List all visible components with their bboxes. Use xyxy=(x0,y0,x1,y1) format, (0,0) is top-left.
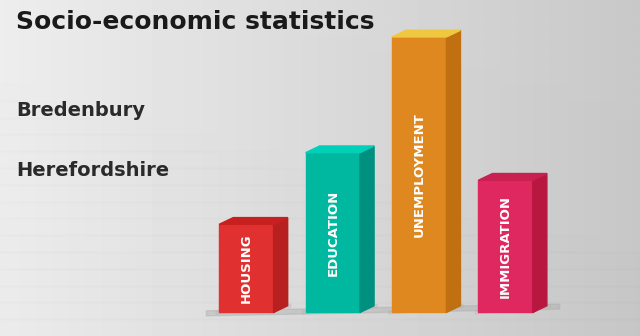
Polygon shape xyxy=(392,37,447,312)
Bar xyxy=(0,34,640,50)
Polygon shape xyxy=(219,218,288,224)
Text: IMMIGRATION: IMMIGRATION xyxy=(499,195,512,298)
Bar xyxy=(0,50,640,67)
Polygon shape xyxy=(479,180,532,312)
Bar xyxy=(0,67,640,84)
Polygon shape xyxy=(206,304,560,316)
Bar xyxy=(0,252,640,269)
Polygon shape xyxy=(532,173,547,312)
Bar xyxy=(0,302,640,319)
Polygon shape xyxy=(476,304,550,314)
Text: UNEMPLOYMENT: UNEMPLOYMENT xyxy=(413,112,426,237)
Bar xyxy=(0,235,640,252)
Bar xyxy=(0,84,640,101)
Bar xyxy=(0,134,640,151)
Bar xyxy=(0,319,640,336)
Bar xyxy=(0,0,640,17)
Bar xyxy=(0,185,640,202)
Bar xyxy=(0,118,640,134)
Bar xyxy=(0,151,640,168)
Text: EDUCATION: EDUCATION xyxy=(326,190,339,276)
Polygon shape xyxy=(479,173,547,180)
Polygon shape xyxy=(447,30,461,312)
Text: Herefordshire: Herefordshire xyxy=(16,161,169,180)
Text: Bredenbury: Bredenbury xyxy=(16,101,145,120)
Bar xyxy=(0,286,640,302)
Polygon shape xyxy=(303,304,378,314)
Text: Socio-economic statistics: Socio-economic statistics xyxy=(16,10,374,34)
Polygon shape xyxy=(219,224,274,312)
Bar xyxy=(0,101,640,118)
Bar xyxy=(0,17,640,34)
Polygon shape xyxy=(274,218,288,312)
Polygon shape xyxy=(306,146,374,153)
Polygon shape xyxy=(360,146,374,312)
Bar xyxy=(0,269,640,286)
Polygon shape xyxy=(389,304,463,314)
Bar xyxy=(0,168,640,185)
Polygon shape xyxy=(306,153,360,312)
Bar xyxy=(0,202,640,218)
Polygon shape xyxy=(392,30,461,37)
Bar xyxy=(0,218,640,235)
Text: HOUSING: HOUSING xyxy=(240,234,253,303)
Polygon shape xyxy=(216,304,291,314)
